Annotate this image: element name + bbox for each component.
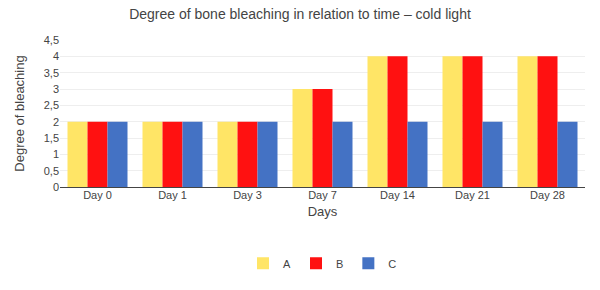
svg-text:Day 7: Day 7 — [308, 189, 337, 201]
svg-text:4: 4 — [53, 50, 59, 62]
svg-text:Day 21: Day 21 — [455, 189, 490, 201]
svg-text:B: B — [336, 258, 343, 270]
svg-text:Day 28: Day 28 — [530, 189, 565, 201]
svg-text:2: 2 — [53, 116, 59, 128]
svg-text:Degree of bone bleaching in re: Degree of bone bleaching in relation to … — [129, 6, 471, 22]
svg-text:C: C — [388, 258, 396, 270]
svg-text:A: A — [283, 258, 291, 270]
svg-text:Degree of bleaching: Degree of bleaching — [12, 55, 27, 171]
svg-text:Day 1: Day 1 — [158, 189, 187, 201]
svg-text:Days: Days — [308, 204, 338, 219]
svg-text:4,5: 4,5 — [44, 34, 59, 46]
svg-text:0,5: 0,5 — [44, 165, 59, 177]
svg-text:1: 1 — [53, 148, 59, 160]
svg-text:Day 0: Day 0 — [83, 189, 112, 201]
svg-text:0: 0 — [53, 181, 59, 193]
svg-text:3: 3 — [53, 83, 59, 95]
svg-text:3,5: 3,5 — [44, 67, 59, 79]
svg-text:2,5: 2,5 — [44, 99, 59, 111]
svg-text:Day 3: Day 3 — [233, 189, 262, 201]
svg-text:1,5: 1,5 — [44, 132, 59, 144]
svg-text:Day 14: Day 14 — [380, 189, 415, 201]
